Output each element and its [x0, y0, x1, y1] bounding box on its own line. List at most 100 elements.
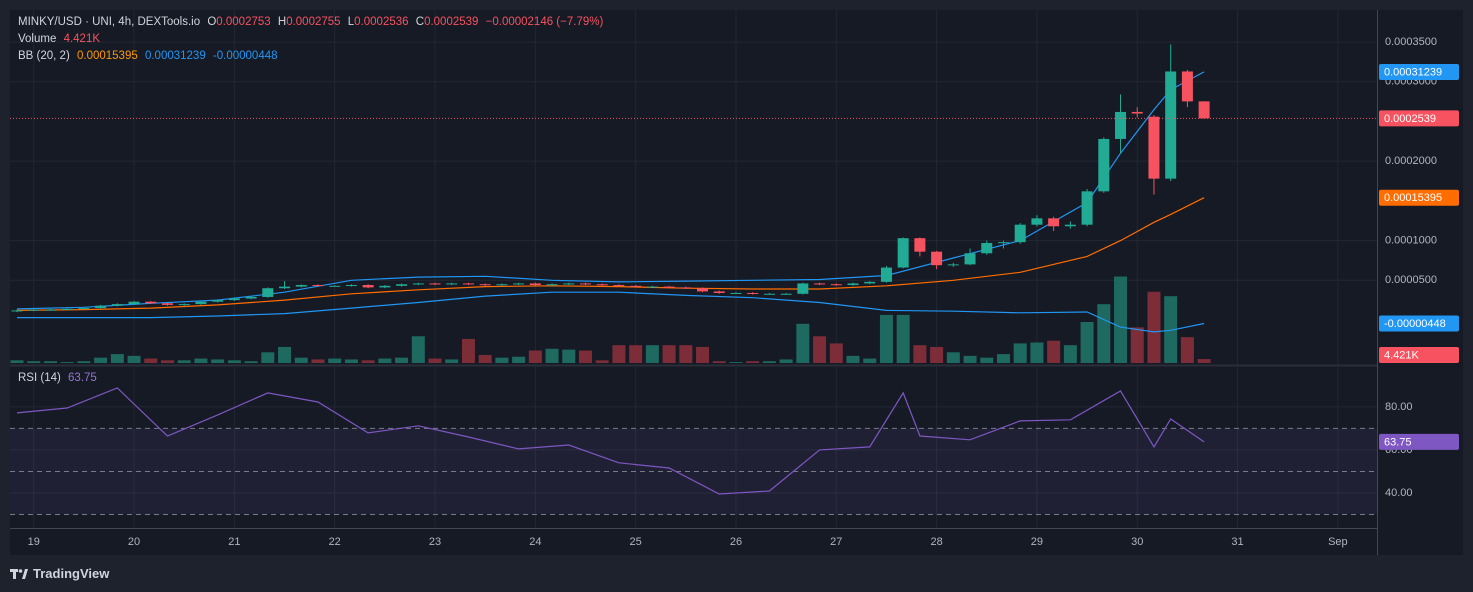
x-tick-label: 20: [128, 536, 140, 548]
volume-badge-bg: [1379, 347, 1459, 363]
candle-body: [1181, 71, 1193, 102]
candle-body: [1031, 218, 1043, 225]
bb-upper-badge-bg: [1379, 63, 1459, 80]
candle-body: [1081, 191, 1093, 225]
volume-bar: [512, 356, 526, 363]
candle-body: [997, 242, 1009, 244]
x-tick-label: 19: [28, 536, 40, 548]
volume-bar: [562, 349, 576, 363]
candle-body: [814, 283, 826, 285]
candle-body: [78, 308, 90, 310]
x-tick-label: 28: [930, 536, 942, 548]
volume-bar: [328, 358, 342, 363]
volume-bar: [595, 360, 609, 363]
candle-body: [379, 285, 391, 288]
volume-bar: [1080, 322, 1094, 363]
candle-body: [362, 285, 374, 288]
candle-body: [1098, 138, 1110, 192]
symbol-legend: MINKY/USD · UNI, 4h, DEXTools.io O0.0002…: [18, 16, 607, 28]
candle-body: [262, 288, 274, 297]
volume-bar: [495, 357, 509, 363]
volume-bar: [813, 336, 827, 363]
volume-bar: [311, 359, 325, 363]
branding: TradingView: [10, 566, 109, 581]
candle-body: [613, 285, 625, 287]
volume-bar: [445, 359, 459, 363]
volume-bar: [395, 357, 409, 363]
volume-bar: [612, 345, 626, 363]
x-tick-label: 24: [529, 536, 541, 548]
volume-bar: [879, 314, 893, 363]
brand-name: TradingView: [33, 566, 110, 581]
volume-bar: [896, 314, 910, 363]
candle-body: [931, 251, 943, 266]
volume-bar: [1147, 291, 1161, 363]
candle-body: [212, 300, 224, 302]
candle-body: [663, 286, 675, 288]
candle-body: [1198, 101, 1210, 119]
candle-body: [780, 293, 792, 295]
price-badge-bg: [1379, 110, 1459, 127]
candle-body: [897, 238, 909, 268]
volume-bar: [461, 338, 475, 363]
chart-background: [10, 10, 1463, 555]
x-tick-label: 26: [730, 536, 742, 548]
volume-bar: [10, 360, 24, 363]
volume-bar: [344, 359, 358, 363]
volume-bar: [211, 359, 225, 363]
candle-body: [747, 292, 759, 294]
candle-body: [646, 286, 658, 288]
volume-bar: [144, 358, 158, 363]
x-tick-label: 31: [1231, 536, 1243, 548]
candle-body: [345, 285, 357, 287]
bb-upper: [16, 71, 1205, 310]
ohlc-key: L: [347, 16, 355, 28]
bb-upper-value: 0.00031239: [144, 50, 206, 62]
volume-bar: [60, 362, 74, 363]
volume-bar: [194, 358, 208, 363]
candle-body: [178, 304, 190, 306]
candle-body: [1048, 218, 1060, 227]
y-tick-label: 0.0001000: [1385, 234, 1437, 246]
volume-bar: [863, 358, 877, 363]
volume-bar: [77, 361, 91, 363]
candle-body: [680, 287, 692, 289]
candle-body: [947, 264, 959, 266]
candle-body: [864, 281, 876, 284]
volume-name: Volume: [18, 33, 57, 45]
price-badge: 0.0002539: [1384, 113, 1436, 125]
candle-body: [479, 284, 491, 286]
candle-body: [830, 284, 842, 286]
bb-middle-value: 0.00015395: [76, 50, 138, 62]
candle-body: [44, 309, 56, 311]
rsi-legend: RSI (14) 63.75: [18, 372, 101, 384]
volume-bar: [829, 343, 843, 363]
ohlc-key: C: [415, 16, 425, 28]
ohlc-value: 0.0002536: [354, 16, 409, 28]
candle-body: [1014, 224, 1026, 243]
candle-body: [462, 283, 474, 285]
candle-body: [546, 284, 558, 286]
candle-body: [713, 291, 725, 293]
volume-bar: [244, 361, 258, 363]
y-tick-label: 0.0000500: [1385, 274, 1437, 286]
x-tick-label: 25: [630, 536, 642, 548]
candle-body: [195, 301, 207, 305]
candle-body: [964, 253, 976, 265]
ohlc-value: 0.0002753: [216, 16, 271, 28]
volume-bar: [662, 345, 676, 363]
x-tick-label: 21: [228, 536, 240, 548]
volume-bar: [227, 360, 241, 363]
candle-body: [312, 285, 324, 287]
volume-bar: [980, 357, 994, 363]
rsi-line: [16, 387, 1205, 495]
candle-body: [128, 301, 140, 305]
candle-body: [914, 238, 926, 252]
volume-bar: [846, 355, 860, 363]
volume-bar: [160, 360, 174, 363]
volume-bar: [127, 355, 141, 363]
volume-bar: [261, 352, 275, 363]
candle-body: [11, 310, 23, 312]
volume-bar: [913, 345, 927, 363]
